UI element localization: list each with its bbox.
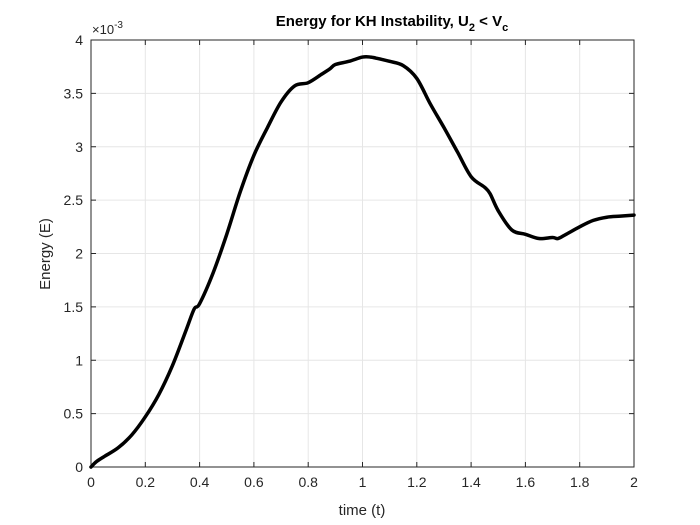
- y-exponent-power: -3: [114, 20, 123, 31]
- x-tick-label: 1.4: [461, 474, 481, 490]
- y-tick-label: 1.5: [64, 299, 84, 315]
- y-tick-label: 3: [75, 139, 83, 155]
- y-tick-label: 3.5: [64, 85, 84, 101]
- chart-title: Energy for KH Instability, U2 < Vc: [276, 13, 508, 34]
- y-tick-label: 0.5: [64, 406, 84, 422]
- x-tick-label: 0: [87, 474, 95, 490]
- y-tick-label: 2: [75, 246, 83, 262]
- x-tick-label: 0.4: [190, 474, 210, 490]
- x-tick-label: 1.2: [407, 474, 427, 490]
- y-tick-label: 1: [75, 352, 83, 368]
- chart-title-sub1: 2: [469, 22, 475, 34]
- chart-title-middle: < V: [475, 13, 502, 30]
- x-tick-label: 2: [630, 474, 638, 490]
- x-tick-label: 1.6: [516, 474, 536, 490]
- y-exponent-prefix: ×10: [92, 22, 114, 37]
- x-tick-label: 1: [359, 474, 367, 490]
- x-tick-label: 1.8: [570, 474, 590, 490]
- x-axis-label: time (t): [339, 502, 386, 519]
- x-ticks: 0 0.2 0.4 0.6 0.8 1 1.2 1.4 1.6 1.8 2: [87, 40, 638, 490]
- chart-title-main: Energy for KH Instability, U: [276, 13, 469, 30]
- y-tick-label: 2.5: [64, 192, 84, 208]
- chart-title-sub2: c: [502, 22, 508, 34]
- series-group: [89, 54, 636, 469]
- x-tick-label: 0.2: [136, 474, 156, 490]
- y-tick-label: 4: [75, 32, 83, 48]
- y-axis-label: Energy (E): [37, 218, 54, 290]
- y-tick-label: 0: [75, 459, 83, 475]
- y-ticks: 0 0.5 1 1.5 2 2.5 3 3.5 4: [64, 32, 634, 475]
- x-tick-label: 0.8: [298, 474, 318, 490]
- energy-series-line: [89, 54, 636, 469]
- y-exponent-label: ×10-3: [92, 20, 123, 37]
- x-tick-label: 0.6: [244, 474, 264, 490]
